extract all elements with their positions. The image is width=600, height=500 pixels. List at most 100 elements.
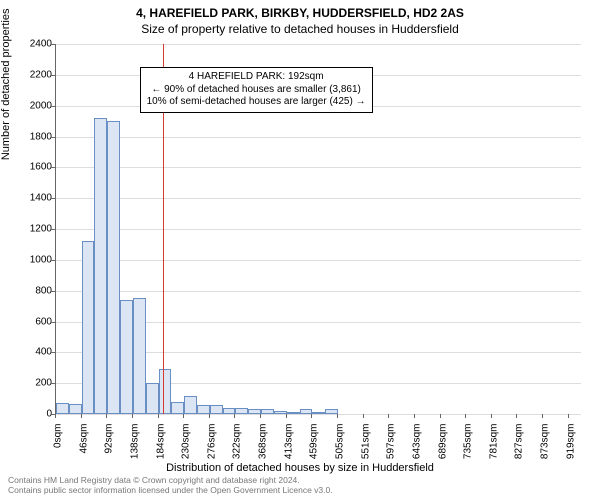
- y-tick-mark: [51, 352, 55, 353]
- y-tick-label: 1400: [12, 193, 52, 204]
- x-tick-label: 230sqm: [181, 424, 192, 474]
- x-tick-mark: [414, 414, 415, 418]
- y-tick-label: 1200: [12, 224, 52, 235]
- x-tick-label: 413sqm: [283, 424, 294, 474]
- histogram-bar: [287, 412, 300, 414]
- x-tick-mark: [311, 414, 312, 418]
- histogram-bar: [210, 405, 223, 414]
- x-tick-mark: [440, 414, 441, 418]
- y-tick-mark: [51, 383, 55, 384]
- gridline: [56, 414, 581, 415]
- histogram-bar: [312, 412, 325, 414]
- x-tick-mark: [55, 414, 56, 418]
- x-tick-mark: [516, 414, 517, 418]
- chart-container: 4, HAREFIELD PARK, BIRKBY, HUDDERSFIELD,…: [0, 0, 600, 500]
- histogram-bar: [235, 408, 248, 414]
- x-tick-label: 873sqm: [540, 424, 551, 474]
- y-tick-mark: [51, 322, 55, 323]
- y-tick-label: 1000: [12, 254, 52, 265]
- y-axis-label: Number of detached properties: [0, 9, 12, 161]
- x-tick-label: 322sqm: [232, 424, 243, 474]
- x-tick-mark: [363, 414, 364, 418]
- x-tick-mark: [465, 414, 466, 418]
- footer-text: Contains HM Land Registry data © Crown c…: [8, 476, 333, 496]
- y-tick-mark: [51, 137, 55, 138]
- gridline: [56, 44, 581, 45]
- x-tick-mark: [568, 414, 569, 418]
- gridline: [56, 229, 581, 230]
- y-tick-label: 2000: [12, 100, 52, 111]
- histogram-bar: [197, 405, 210, 414]
- histogram-bar: [120, 300, 133, 414]
- y-tick-label: 2400: [12, 39, 52, 50]
- gridline: [56, 291, 581, 292]
- histogram-bar: [146, 383, 159, 414]
- gridline: [56, 198, 581, 199]
- x-tick-label: 276sqm: [206, 424, 217, 474]
- x-tick-mark: [337, 414, 338, 418]
- x-tick-label: 138sqm: [129, 424, 140, 474]
- gridline: [56, 167, 581, 168]
- histogram-bar: [94, 118, 107, 414]
- histogram-bar: [56, 403, 69, 414]
- x-tick-label: 184sqm: [155, 424, 166, 474]
- gridline: [56, 260, 581, 261]
- histogram-bar: [82, 241, 95, 414]
- x-tick-mark: [542, 414, 543, 418]
- x-tick-mark: [106, 414, 107, 418]
- y-tick-label: 2200: [12, 69, 52, 80]
- y-tick-label: 400: [12, 347, 52, 358]
- x-tick-mark: [388, 414, 389, 418]
- histogram-bar: [159, 369, 172, 414]
- title-sub: Size of property relative to detached ho…: [0, 20, 600, 36]
- x-tick-label: 827sqm: [514, 424, 525, 474]
- title-main: 4, HAREFIELD PARK, BIRKBY, HUDDERSFIELD,…: [0, 0, 600, 20]
- histogram-bar: [261, 409, 274, 414]
- y-tick-mark: [51, 44, 55, 45]
- histogram-bar: [107, 121, 120, 414]
- y-tick-label: 200: [12, 378, 52, 389]
- y-tick-mark: [51, 198, 55, 199]
- x-tick-mark: [286, 414, 287, 418]
- y-tick-mark: [51, 291, 55, 292]
- annotation-line: 4 HAREFIELD PARK: 192sqm: [147, 71, 366, 84]
- plot-area: 4 HAREFIELD PARK: 192sqm← 90% of detache…: [55, 44, 581, 415]
- y-tick-mark: [51, 229, 55, 230]
- y-tick-mark: [51, 260, 55, 261]
- y-tick-label: 1600: [12, 162, 52, 173]
- x-tick-label: 92sqm: [104, 424, 115, 474]
- x-tick-mark: [260, 414, 261, 418]
- x-tick-label: 551sqm: [360, 424, 371, 474]
- histogram-bar: [69, 404, 82, 414]
- x-tick-mark: [81, 414, 82, 418]
- x-tick-label: 0sqm: [53, 424, 64, 474]
- x-tick-label: 643sqm: [411, 424, 422, 474]
- histogram-bar: [133, 298, 146, 414]
- x-axis-label: Distribution of detached houses by size …: [0, 462, 600, 474]
- x-tick-label: 46sqm: [78, 424, 89, 474]
- y-tick-label: 800: [12, 285, 52, 296]
- x-tick-label: 597sqm: [386, 424, 397, 474]
- x-tick-label: 735sqm: [463, 424, 474, 474]
- x-tick-label: 919sqm: [565, 424, 576, 474]
- x-tick-label: 781sqm: [488, 424, 499, 474]
- x-tick-label: 368sqm: [258, 424, 269, 474]
- footer-line2: Contains public sector information licen…: [8, 486, 333, 496]
- x-tick-mark: [158, 414, 159, 418]
- x-tick-mark: [234, 414, 235, 418]
- y-tick-mark: [51, 75, 55, 76]
- x-tick-label: 689sqm: [437, 424, 448, 474]
- x-tick-mark: [491, 414, 492, 418]
- x-tick-mark: [132, 414, 133, 418]
- y-tick-label: 0: [12, 409, 52, 420]
- annotation-line: 10% of semi-detached houses are larger (…: [147, 96, 366, 109]
- gridline: [56, 137, 581, 138]
- x-tick-mark: [209, 414, 210, 418]
- x-tick-label: 505sqm: [335, 424, 346, 474]
- y-tick-label: 1800: [12, 131, 52, 142]
- histogram-bar: [184, 396, 197, 415]
- x-tick-mark: [183, 414, 184, 418]
- annotation-line: ← 90% of detached houses are smaller (3,…: [147, 84, 366, 97]
- y-tick-mark: [51, 167, 55, 168]
- histogram-bar: [171, 402, 184, 414]
